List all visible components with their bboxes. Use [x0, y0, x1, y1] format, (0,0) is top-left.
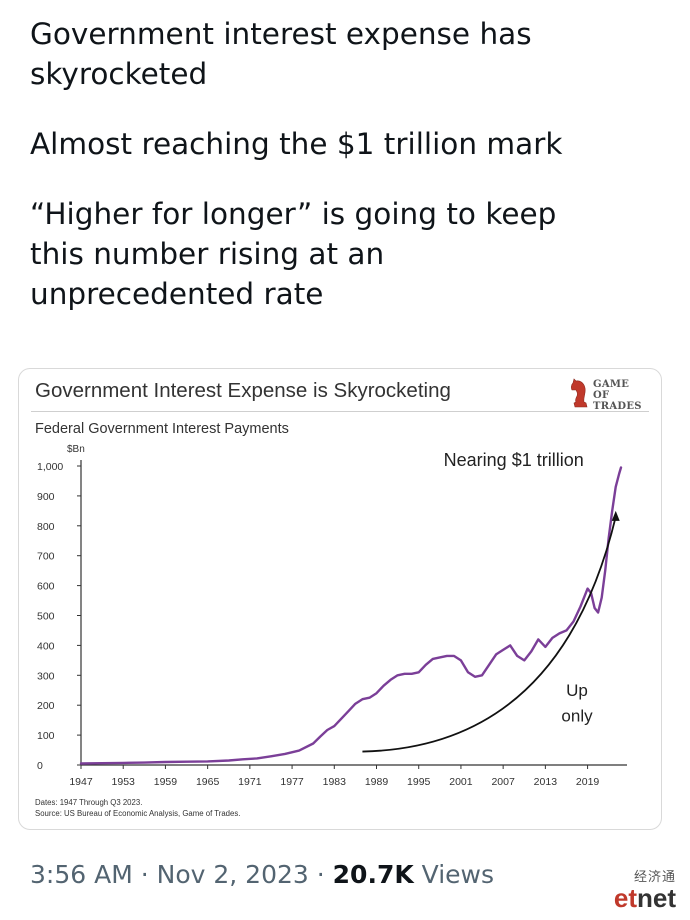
watermark-brand-a: et: [613, 883, 637, 913]
y-axis-unit-label: $Bn: [67, 444, 85, 455]
line-chart: $Bn 0 100 200 300 400 500 600 700 800 900 1,000 19…: [35, 444, 627, 818]
views-label: Views: [421, 860, 495, 889]
tweet-meta: 3:56 AM · Nov 2, 2023 · 20.7K Views: [30, 860, 494, 889]
x-tick-label: 1953: [112, 776, 136, 788]
watermark-cn: 经济通: [633, 870, 676, 885]
y-tick-label: 0: [37, 760, 43, 772]
x-tick-label: 1965: [196, 776, 220, 788]
chart-source-note: Dates: 1947 Through Q3 2023.: [35, 798, 142, 807]
y-tick-label: 700: [37, 551, 55, 563]
y-tick-label: 100: [37, 730, 55, 742]
chart-subtitle: Federal Government Interest Payments: [35, 421, 289, 437]
tweet-line: Government interest expense has: [30, 17, 532, 51]
x-tick-label: 2007: [491, 776, 515, 788]
x-tick-label: 2019: [576, 776, 600, 788]
chart-annotation: Nearing $1 trillion: [444, 450, 584, 470]
interest-payments-line: [79, 466, 623, 765]
x-tick-label: 1959: [154, 776, 178, 788]
tweet-line: this number rising at an: [30, 237, 385, 271]
logo-text-line1: GAME OF: [593, 379, 630, 401]
views-count: 20.7K: [332, 860, 414, 889]
game-of-trades-logo: GAME OF TRADES: [569, 375, 651, 412]
meta-separator: ·: [140, 860, 149, 889]
y-tick-label: 800: [37, 521, 55, 533]
chart-source-note: Source: US Bureau of Economic Analysis, …: [35, 809, 240, 818]
arrow-head-icon: [611, 510, 620, 521]
watermark-brand-b: net: [637, 883, 676, 913]
tweet-date[interactable]: Nov 2, 2023: [156, 860, 309, 889]
meta-separator: ·: [316, 860, 325, 889]
y-tick-label: 600: [37, 581, 55, 593]
x-tick-label: 2013: [534, 776, 558, 788]
chart-title: Government Interest Expense is Skyrocket…: [35, 379, 451, 402]
x-tick-label: 2001: [449, 776, 473, 788]
chart-annotation: only: [561, 707, 593, 726]
title-divider: [31, 411, 649, 412]
x-tick-label: 1977: [280, 776, 304, 788]
x-tick-label: 1995: [407, 776, 431, 788]
tweet-time[interactable]: 3:56 AM: [30, 860, 133, 889]
x-tick-label: 1947: [69, 776, 93, 788]
chess-knight-icon: [571, 378, 588, 408]
x-tick-label: 1989: [365, 776, 389, 788]
x-tick-label: 1971: [238, 776, 262, 788]
y-tick-label: 900: [37, 491, 55, 503]
tweet-text: Government interest expense has skyrocke…: [30, 14, 670, 314]
chart-annotation: Up: [566, 681, 588, 700]
tweet-line: skyrocketed: [30, 57, 208, 91]
logo-text-line2: TRADES: [593, 401, 642, 412]
tweet-line: “Higher for longer” is going to keep: [30, 197, 557, 231]
tweet-line: Almost reaching the $1 trillion mark: [30, 127, 563, 161]
tweet-line: unprecedented rate: [30, 277, 324, 311]
y-tick-label: 300: [37, 670, 55, 682]
y-tick-label: 400: [37, 640, 55, 652]
y-tick-label: 200: [37, 700, 55, 712]
up-only-arrow: [362, 516, 617, 753]
y-tick-label: 500: [37, 611, 55, 623]
chart-image-card[interactable]: Government Interest Expense is Skyrocket…: [18, 368, 662, 830]
x-tick-label: 1983: [323, 776, 347, 788]
y-tick-label: 1,000: [37, 461, 63, 473]
etnet-watermark: 经济通 etnet: [606, 866, 676, 914]
